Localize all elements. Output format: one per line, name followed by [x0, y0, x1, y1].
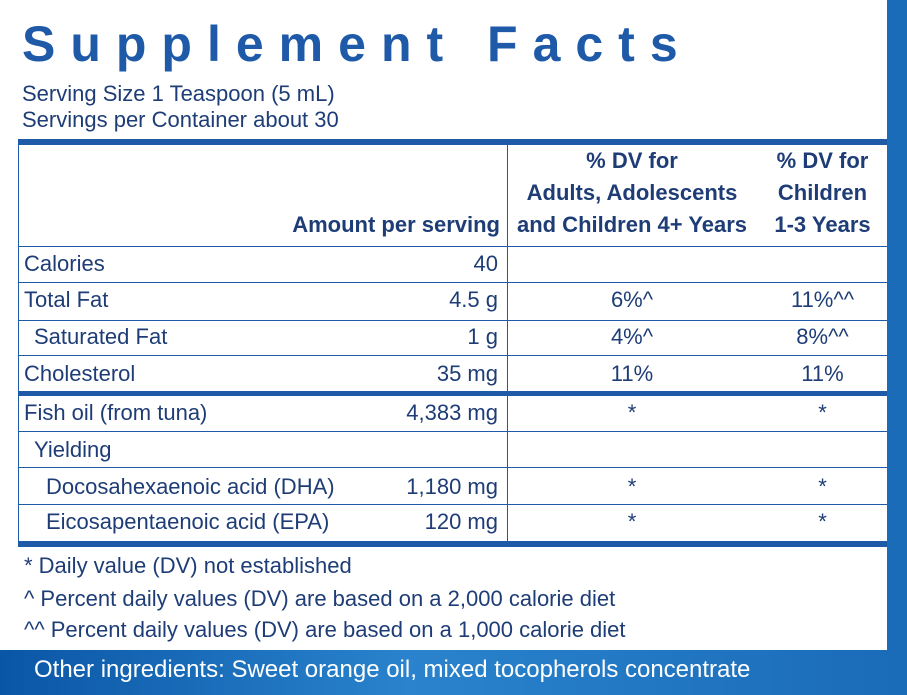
child-dv-value: 8%^^ — [796, 324, 849, 349]
row-divider — [18, 282, 887, 283]
section-rule — [18, 391, 887, 396]
ingredient-amount: 120 mg — [424, 509, 498, 534]
adult-dv-header-3: and Children 4+ Years — [516, 212, 748, 237]
adult-dv-value: 6%^ — [610, 287, 654, 312]
row-divider — [18, 431, 887, 432]
child-dv-header-1: % DV for — [776, 148, 869, 173]
supplement-facts-panel: Supplement Facts Serving Size 1 Teaspoon… — [18, 16, 887, 642]
nutrient-name: Saturated Fat — [34, 324, 168, 349]
page-title: Supplement Facts — [22, 16, 693, 72]
row-divider — [18, 467, 887, 468]
nutrient-amount: 1 g — [467, 324, 498, 349]
adult-dv-value: 4%^ — [610, 324, 654, 349]
nutrient-name: Calories — [24, 251, 105, 276]
ingredient-name: Docosahexaenoic acid (DHA) — [46, 474, 335, 499]
nutrient-amount: 35 mg — [436, 361, 498, 386]
ingredient-name: Eicosapentaenoic acid (EPA) — [46, 509, 330, 534]
row-divider — [18, 320, 887, 321]
footnote: * Daily value (DV) not established — [24, 553, 352, 578]
top-rule — [18, 139, 887, 145]
table-left-border — [18, 145, 19, 541]
footnote: ^ Percent daily values (DV) are based on… — [24, 586, 616, 611]
child-dv-header-3: 1-3 Years — [774, 212, 871, 237]
nutrient-name: Total Fat — [24, 287, 109, 312]
adult-dv-value: * — [627, 509, 637, 534]
nutrient-amount: 4.5 g — [449, 287, 498, 312]
other-ingredients: Other ingredients: Sweet orange oil, mix… — [34, 656, 751, 683]
servings-per-container: Servings per Container about 30 — [22, 107, 339, 132]
row-divider — [18, 504, 887, 505]
child-dv-header-2: Children — [777, 180, 868, 205]
nutrient-amount: 40 — [473, 251, 498, 276]
footnote: ^^ Percent daily values (DV) are based o… — [24, 617, 626, 642]
child-dv-value: 11% — [801, 361, 844, 386]
ingredient-amount: 1,180 mg — [406, 474, 498, 499]
child-dv-value: * — [818, 400, 827, 425]
child-dv-value: * — [818, 474, 827, 499]
nutrient-name: Cholesterol — [24, 361, 136, 386]
bottom-rule — [18, 541, 887, 547]
amount-per-serving-header: Amount per serving — [292, 212, 500, 237]
row-divider — [18, 246, 887, 247]
child-dv-value: * — [818, 509, 827, 534]
column-divider — [507, 145, 508, 541]
adult-dv-value: 11% — [610, 361, 654, 386]
ingredient-amount: 4,383 mg — [406, 400, 498, 425]
row-divider — [18, 355, 887, 356]
adult-dv-value: * — [627, 400, 637, 425]
ingredient-name: Fish oil (from tuna) — [24, 400, 208, 425]
serving-size: Serving Size 1 Teaspoon (5 mL) — [22, 81, 335, 106]
adult-dv-header-1: % DV for — [586, 148, 678, 173]
adult-dv-value: * — [627, 474, 637, 499]
child-dv-value: 11%^^ — [790, 287, 855, 312]
adult-dv-header-2: Adults, Adolescents — [526, 180, 738, 205]
ingredient-name: Yielding — [34, 437, 112, 462]
